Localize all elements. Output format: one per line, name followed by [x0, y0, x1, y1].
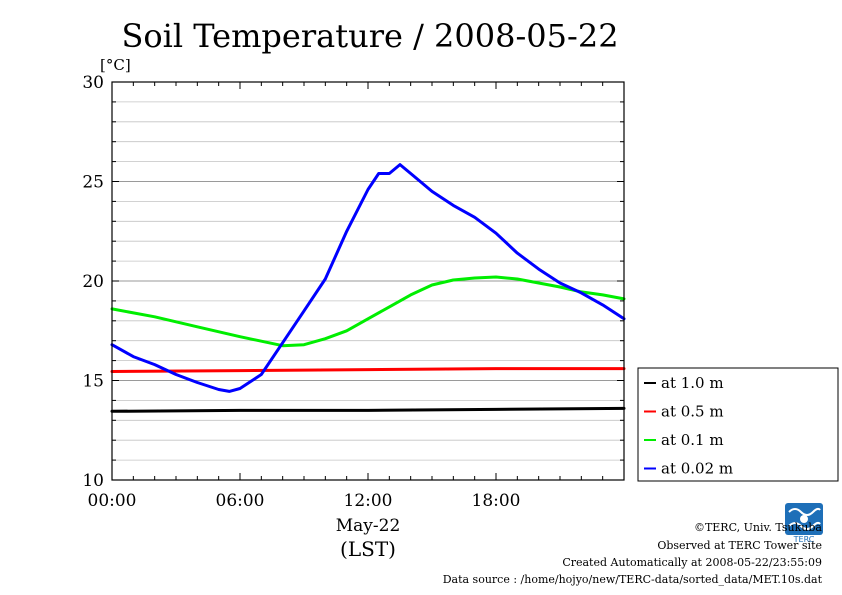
series-line — [110, 406, 626, 413]
series-line — [110, 275, 626, 348]
series-lines — [110, 163, 626, 413]
legend-label: at 0.5 m — [661, 403, 724, 421]
created-text: Created Automatically at 2008-05-22/23:5… — [562, 556, 822, 569]
copyright-text: ©TERC, Univ. Tsukuba — [694, 521, 822, 534]
terc-logo: TERC — [785, 503, 823, 544]
y-tick-label: 10 — [82, 471, 104, 491]
series-line — [110, 163, 626, 393]
legend-label: at 0.1 m — [661, 431, 724, 449]
x-tick-label: 06:00 — [216, 491, 265, 511]
y-axis-unit: [°C] — [100, 56, 131, 74]
legend-box — [637, 367, 839, 482]
logo-text: TERC — [793, 535, 815, 544]
x-tick-label: 12:00 — [344, 491, 393, 511]
data-source-text: Data source : /home/hojyo/new/TERC-data/… — [443, 573, 823, 586]
x-tick-label: 18:00 — [472, 491, 521, 511]
axis-ticks: 00:00 06:00 12:00 18:00 10 15 20 25 30 — [82, 73, 625, 511]
legend-label: at 1.0 m — [661, 374, 724, 392]
x-axis-date-label: May-22 — [336, 516, 401, 536]
observed-text: Observed at TERC Tower site — [657, 539, 822, 552]
legend: at 1.0 m at 0.5 m at 0.1 m at 0.02 m — [637, 367, 839, 482]
y-tick-label: 25 — [82, 173, 104, 193]
y-tick-label: 20 — [82, 272, 104, 292]
x-axis-timezone-label: (LST) — [340, 537, 396, 561]
chart-title: Soil Temperature / 2008-05-22 — [121, 17, 618, 55]
y-tick-label: 15 — [82, 372, 104, 392]
x-tick-label: 00:00 — [88, 491, 137, 511]
grid-lines — [112, 101, 624, 461]
series-line — [110, 367, 626, 373]
y-tick-label: 30 — [82, 73, 104, 93]
legend-label: at 0.02 m — [661, 460, 733, 478]
